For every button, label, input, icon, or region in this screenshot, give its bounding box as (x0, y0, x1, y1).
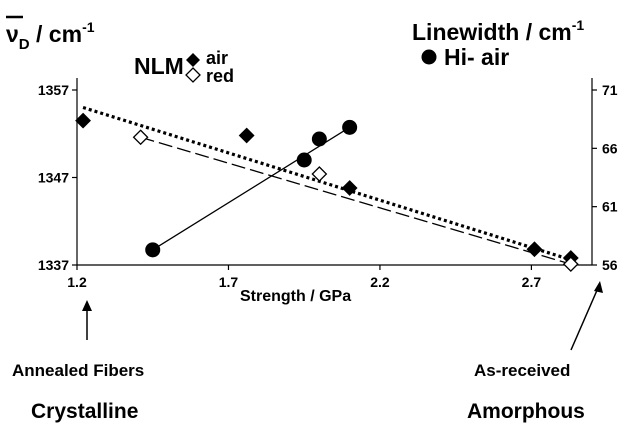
x-tick-label: 2.7 (522, 274, 542, 290)
as-received-arrowhead (594, 281, 603, 293)
x-axis-label: Strength / GPa (240, 288, 351, 305)
annotation-amorphous: Amorphous (467, 400, 585, 423)
point-air (341, 180, 358, 196)
annotation-as-received: As-received (474, 361, 570, 380)
y-left-tick-label: 1347 (38, 170, 69, 186)
x-tick-label: 2.2 (370, 274, 390, 290)
point-hi-air (296, 152, 312, 168)
y-left-axis-label: νD / cm-1 (6, 19, 95, 53)
point-air (238, 127, 255, 144)
data-markers (75, 112, 579, 273)
point-red (311, 166, 328, 182)
trend-line-hi-air (152, 126, 350, 251)
legend-group-label: NLM (134, 53, 184, 79)
point-hi-air (145, 242, 161, 258)
point-red (132, 129, 149, 146)
trend-lines (82, 105, 572, 265)
legend-marker-red (185, 67, 201, 83)
point-hi-air (342, 119, 358, 135)
legend-marker-hi-air (421, 49, 437, 65)
y-left-tick-label: 1357 (38, 82, 69, 98)
point-air (526, 241, 543, 258)
legend: NLM air red Hi- air (134, 44, 509, 86)
y-right-axis-label: Linewidth / cm-1 (412, 17, 584, 45)
y-right-tick-label: 56 (602, 257, 618, 273)
trend-line-air (82, 105, 572, 262)
point-red (562, 256, 579, 273)
annotation-annealed-fibers: Annealed Fibers (12, 361, 144, 380)
y-right-tick-label: 66 (602, 140, 618, 156)
legend-label-hi-air: Hi- air (444, 44, 509, 70)
x-tick-label: 1.7 (219, 274, 239, 290)
legend-label-air: air (206, 48, 228, 68)
y-right-tick-label: 61 (602, 199, 618, 215)
legend-label-red: red (206, 66, 234, 86)
point-hi-air (311, 131, 327, 147)
y-right-tick-label: 71 (602, 82, 618, 98)
x-tick-label: 1.2 (67, 274, 87, 290)
annotations: Annealed Fibers Crystalline As-received … (12, 281, 603, 423)
trend-line-red (140, 136, 571, 265)
plot-axes (72, 78, 597, 270)
point-air (75, 112, 91, 129)
y-left-tick-label: 1337 (38, 257, 69, 273)
as-received-arrow (570, 287, 599, 351)
tick-labels: 1337 1347 1357 56 61 66 71 1.2 1.7 2.2 2.7 (38, 82, 618, 290)
annealed-arrowhead (82, 300, 92, 311)
legend-marker-air (186, 53, 200, 67)
annotation-crystalline: Crystalline (31, 400, 138, 423)
